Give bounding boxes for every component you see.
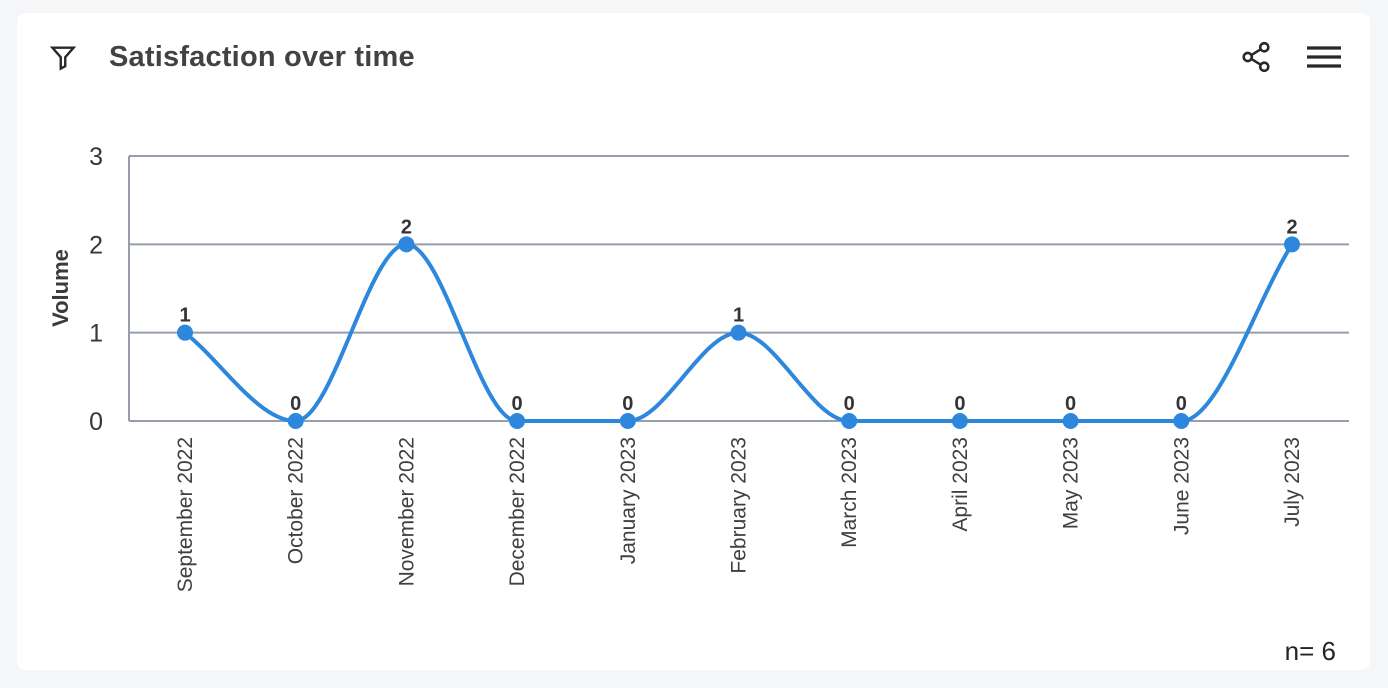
data-point[interactable]	[1284, 236, 1300, 253]
x-category-label: July 2023	[1281, 437, 1304, 527]
x-category-label: February 2023	[728, 437, 751, 574]
value-label: 0	[1176, 393, 1187, 415]
value-label: 2	[1286, 216, 1297, 238]
x-category-label: December 2022	[506, 437, 529, 586]
value-label: 0	[844, 393, 855, 415]
filter-icon	[49, 46, 77, 71]
data-point[interactable]	[509, 413, 526, 429]
data-point[interactable]	[619, 413, 636, 429]
data-point[interactable]	[398, 236, 415, 253]
x-category-label: November 2022	[395, 437, 418, 586]
data-point[interactable]	[287, 413, 304, 429]
data-point[interactable]	[1062, 413, 1079, 429]
share-button[interactable]	[1236, 37, 1276, 77]
y-axis-title: Volume	[48, 249, 73, 327]
menu-icon	[1307, 46, 1341, 68]
chart-header: Satisfaction over time	[43, 35, 1344, 79]
y-tick-label: 2	[89, 231, 103, 259]
value-label: 0	[1065, 393, 1076, 415]
value-label: 1	[179, 305, 190, 327]
line-chart: 0 1 2 3 1 September 2022 0 October 2022 2 Novembe…	[17, 13, 1370, 670]
value-label: 0	[512, 393, 523, 415]
x-category-label: September 2022	[174, 437, 197, 592]
value-label: 2	[401, 216, 412, 238]
filter-button[interactable]	[43, 37, 83, 77]
y-tick-label: 0	[89, 408, 103, 436]
sample-size-label: n= 6	[1285, 636, 1336, 666]
y-tick-label: 3	[89, 143, 103, 171]
value-label: 1	[733, 305, 744, 327]
value-label: 0	[290, 393, 301, 415]
data-point[interactable]	[951, 413, 968, 429]
data-point[interactable]	[841, 413, 858, 429]
y-tick-label: 1	[89, 320, 103, 348]
chart-card: Satisfaction over time 0 1 2 3 1 September 20…	[17, 13, 1370, 670]
share-icon	[1242, 41, 1270, 73]
series-line	[183, 242, 1294, 424]
x-category-label: April 2023	[949, 437, 972, 532]
x-category-label: May 2023	[1060, 437, 1083, 529]
value-label: 0	[622, 393, 633, 415]
x-category-label: June 2023	[1170, 437, 1193, 535]
x-category-label: October 2022	[285, 437, 308, 564]
data-point[interactable]	[177, 324, 193, 341]
data-point[interactable]	[1173, 413, 1190, 429]
x-category-label: January 2023	[617, 437, 640, 564]
menu-button[interactable]	[1304, 37, 1344, 77]
chart-title: Satisfaction over time	[109, 40, 415, 73]
data-point[interactable]	[730, 324, 747, 341]
value-label: 0	[954, 393, 965, 415]
x-category-label: March 2023	[838, 437, 861, 548]
